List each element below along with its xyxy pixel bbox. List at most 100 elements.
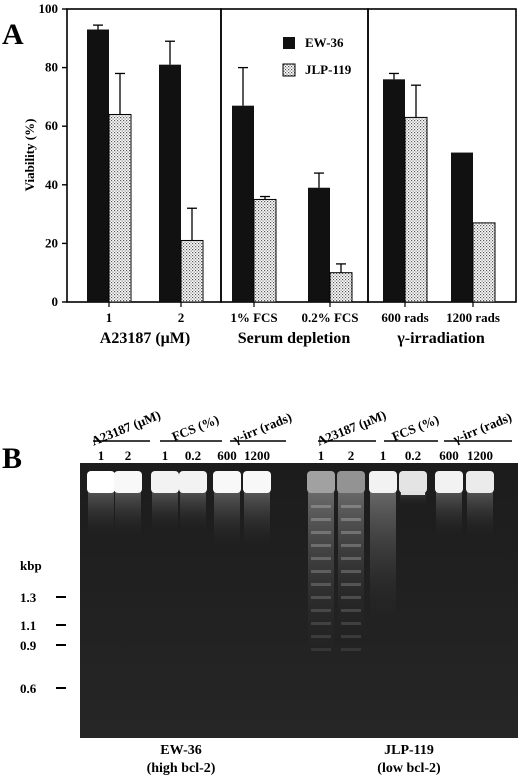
- legend-label-ew36: EW-36: [305, 35, 344, 50]
- lane-well-band: [399, 471, 427, 493]
- gel-treatment-headers: A23187 (μM) FCS (%) γ-irr (rads) A23187 (μM…: [89, 407, 514, 448]
- lane-label: 2: [125, 448, 132, 463]
- ladder-band: [311, 505, 331, 508]
- lane-label: 1200: [244, 448, 270, 463]
- bar-jlp119: [329, 272, 353, 303]
- lane-well-band: [337, 471, 365, 493]
- ladder-band: [341, 570, 361, 573]
- ladder-band: [341, 518, 361, 521]
- group-label: A23187 (μM): [100, 330, 190, 347]
- legend: EW-36 JLP-119: [282, 35, 352, 77]
- lane-label: 2: [348, 448, 355, 463]
- bars: [87, 24, 496, 307]
- lane-well-band: [213, 471, 241, 493]
- category-labels: 1 2 1% FCS 0.2% FCS 600 rads 1200 rads: [106, 310, 500, 325]
- ladder-band: [311, 635, 331, 638]
- panel-a-letter: A: [2, 18, 24, 51]
- ladder-band: [311, 622, 331, 625]
- kbp-label: kbp: [20, 558, 42, 573]
- lane-label: 1: [380, 448, 387, 463]
- ladder-band: [341, 531, 361, 534]
- ladder-band: [311, 609, 331, 612]
- y-axis-ticks: 0 20 40 60 80 100: [39, 1, 67, 309]
- lane-well-band: [243, 471, 271, 493]
- treatment-header: FCS (%): [390, 412, 441, 444]
- marker-label: 0.9: [20, 638, 37, 653]
- ladder-band: [341, 596, 361, 599]
- y-tick-label: 80: [45, 60, 58, 75]
- ladder-band: [341, 622, 361, 625]
- lane-label: 0.2: [185, 448, 201, 463]
- marker-label: 0.6: [20, 681, 37, 696]
- bar-ew36: [87, 29, 109, 302]
- category-label: 0.2% FCS: [301, 310, 358, 325]
- size-markers: 1.3 1.1 0.9 0.6: [20, 590, 66, 696]
- ladder-band: [341, 648, 361, 651]
- gel-lane-labels: 1 2 1 0.2 600 1200 1 2 1 0.2 600 1200: [98, 448, 493, 463]
- y-tick-label: 60: [45, 118, 58, 133]
- y-axis-label: Viability (%): [22, 119, 37, 192]
- ladder-band: [311, 596, 331, 599]
- lane-label: 1: [318, 448, 325, 463]
- lane-well-band: [307, 471, 335, 493]
- cell-line-jlp119: JLP-119: [384, 743, 434, 758]
- bar-jlp119: [404, 116, 428, 303]
- legend-swatch-jlp119: [282, 63, 296, 77]
- group-label: Serum depletion: [238, 330, 351, 347]
- ladder-band: [341, 635, 361, 638]
- lane-label: 1200: [467, 448, 493, 463]
- lane-well-band: [151, 471, 179, 493]
- gel-lanes: [87, 471, 494, 657]
- category-label: 2: [178, 310, 185, 325]
- bar-ew36: [451, 152, 473, 302]
- legend-label-jlp119: JLP-119: [305, 62, 352, 77]
- bar-ew36: [308, 187, 330, 302]
- category-label: 1: [106, 310, 113, 325]
- lane-well-band: [179, 471, 207, 493]
- lane-well-band: [435, 471, 463, 493]
- lane-label: 1: [162, 448, 169, 463]
- treatment-header: A23187 (μM): [314, 407, 388, 448]
- ladder-band: [311, 557, 331, 560]
- group-labels: A23187 (μM) Serum depletion γ-irradiation: [100, 330, 485, 347]
- ladder-band: [311, 583, 331, 586]
- ladder-band: [341, 609, 361, 612]
- lane-well-band: [369, 471, 397, 493]
- ladder-band: [311, 570, 331, 573]
- category-label: 1200 rads: [446, 310, 500, 325]
- cell-line-ew36-note: (high bcl-2): [147, 761, 216, 776]
- lane-well-band: [466, 471, 494, 493]
- y-tick-label: 0: [52, 294, 59, 309]
- ladder-band: [341, 583, 361, 586]
- bar-jlp119: [180, 239, 204, 303]
- lane-sharp-band: [401, 491, 425, 495]
- bar-jlp119: [108, 113, 132, 303]
- lane-smear: [338, 477, 364, 637]
- panel-b-letter: B: [2, 442, 22, 475]
- ladder-band: [341, 544, 361, 547]
- lane-label: 0.2: [405, 448, 421, 463]
- y-tick-label: 100: [39, 1, 59, 16]
- lane-well-band: [114, 471, 142, 493]
- lane-label: 600: [439, 448, 459, 463]
- cell-line-ew36: EW-36: [160, 743, 201, 758]
- bar-ew36: [159, 64, 181, 302]
- bar-ew36: [383, 79, 405, 302]
- legend-swatch-ew36: [283, 37, 295, 49]
- bar-jlp119: [253, 198, 277, 303]
- group-label: γ-irradiation: [396, 330, 485, 347]
- y-tick-label: 40: [45, 177, 58, 192]
- bar-ew36: [232, 105, 254, 302]
- marker-label: 1.3: [20, 590, 37, 605]
- treatment-header: FCS (%): [170, 412, 221, 444]
- y-tick-label: 20: [45, 235, 58, 250]
- lane-smear: [370, 477, 396, 627]
- category-label: 600 rads: [381, 310, 428, 325]
- panel-frames: [66, 8, 517, 303]
- treatment-header: A23187 (μM): [89, 407, 163, 448]
- marker-label: 1.1: [20, 618, 36, 633]
- panel-frame-3: [367, 8, 517, 303]
- ladder-band: [311, 648, 331, 651]
- lane-well-band: [87, 471, 115, 493]
- cell-line-jlp119-note: (low bcl-2): [377, 761, 441, 776]
